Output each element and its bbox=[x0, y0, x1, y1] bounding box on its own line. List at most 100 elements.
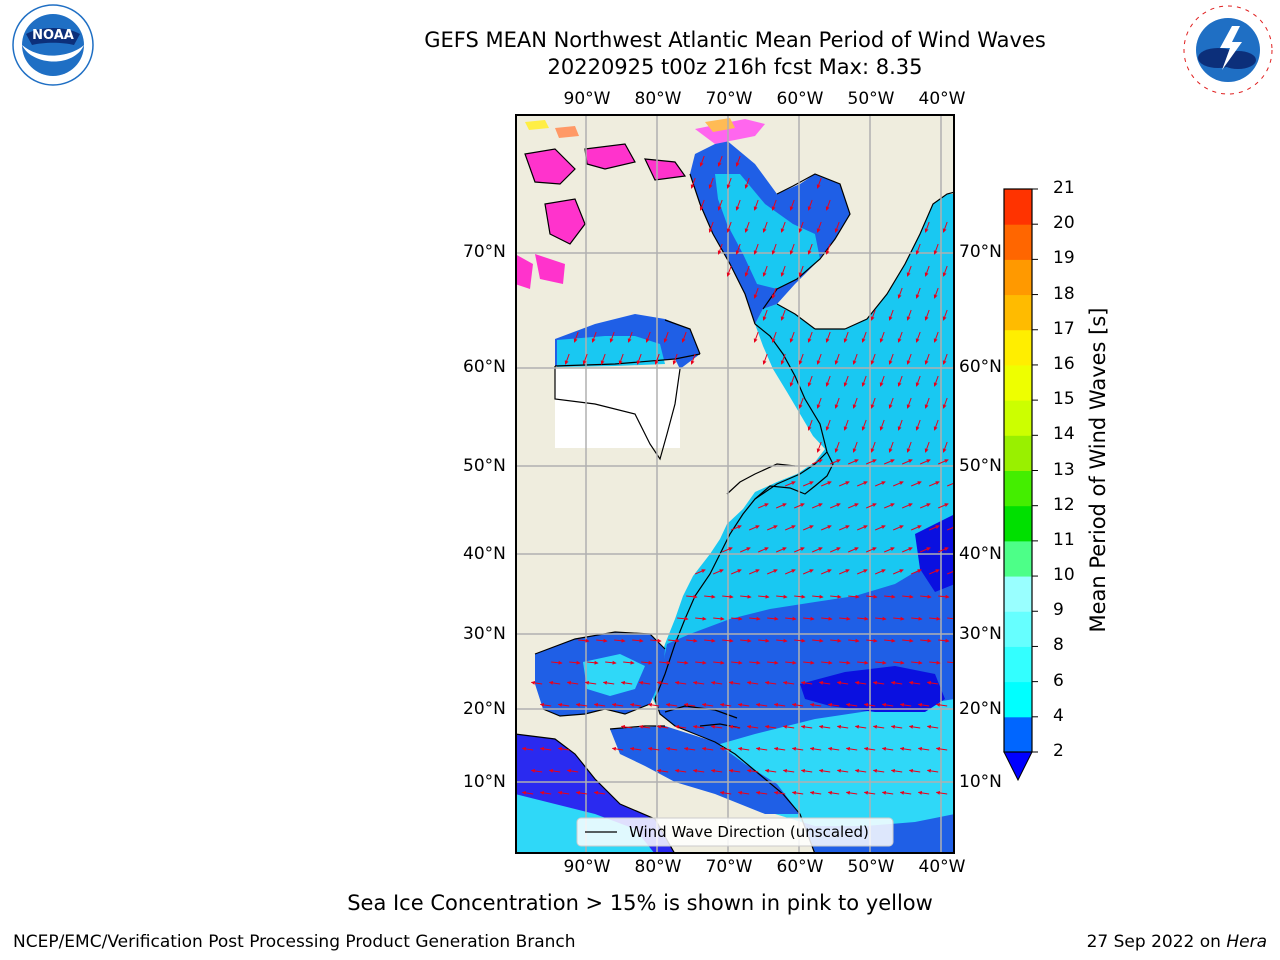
wind-wave-arrow bbox=[802, 525, 814, 531]
wind-wave-arrow bbox=[755, 790, 768, 795]
lon-label-bottom-70w: 70°W bbox=[705, 857, 753, 877]
wind-wave-arrow bbox=[818, 724, 831, 729]
wind-wave-arrow bbox=[803, 660, 815, 665]
colorbar-tick-label: 18 bbox=[1053, 283, 1075, 304]
colorbar-tick-label: 6 bbox=[1053, 670, 1064, 691]
wind-wave-arrow bbox=[861, 419, 867, 431]
wind-wave-arrow bbox=[728, 680, 741, 685]
wind-wave-arrow bbox=[825, 375, 831, 387]
lon-label-top-90w: 90°W bbox=[563, 89, 611, 109]
wind-wave-arrow bbox=[785, 660, 797, 665]
wind-wave-arrow bbox=[820, 525, 832, 531]
wind-wave-arrow bbox=[893, 660, 905, 665]
wind-wave-arrow bbox=[737, 702, 750, 707]
wind-wave-arrow bbox=[566, 768, 579, 773]
wind-wave-arrow bbox=[901, 503, 913, 509]
wind-wave-arrow bbox=[800, 724, 813, 729]
wind-wave-arrow bbox=[872, 768, 885, 773]
wind-wave-arrow bbox=[915, 331, 921, 343]
wind-wave-arrow bbox=[791, 790, 804, 795]
footer-host: Hera bbox=[1226, 932, 1267, 952]
wind-wave-arrow bbox=[897, 331, 903, 343]
colorbar-under-triangle bbox=[1003, 751, 1033, 782]
wind-wave-arrow bbox=[888, 441, 894, 453]
wind-wave-arrow bbox=[668, 638, 680, 643]
wind-wave-arrow bbox=[890, 680, 903, 685]
wind-wave-arrow bbox=[717, 155, 723, 167]
wind-wave-arrow bbox=[911, 660, 923, 665]
wind-wave-arrow bbox=[731, 616, 743, 621]
wind-wave-arrow bbox=[722, 638, 734, 643]
wind-wave-arrow bbox=[780, 221, 786, 233]
wind-wave-arrow bbox=[578, 638, 590, 643]
wind-wave-arrow bbox=[933, 243, 939, 255]
wind-wave-arrow bbox=[798, 221, 804, 233]
wind-wave-arrow bbox=[816, 221, 822, 233]
wind-wave-arrow bbox=[749, 616, 761, 621]
wind-wave-arrow bbox=[843, 331, 849, 343]
wind-wave-arrow bbox=[911, 616, 923, 621]
wind-wave-arrow bbox=[838, 569, 850, 575]
wind-wave-arrow bbox=[758, 638, 770, 643]
wind-wave-arrow bbox=[722, 594, 734, 599]
wind-wave-arrow bbox=[548, 768, 561, 773]
wind-wave-arrow bbox=[681, 331, 687, 343]
wind-wave-arrow bbox=[582, 353, 588, 365]
lon-label-bottom-90w: 90°W bbox=[563, 857, 611, 877]
wind-wave-arrow bbox=[836, 680, 849, 685]
wind-wave-arrow bbox=[816, 397, 822, 409]
wind-wave-arrow bbox=[852, 353, 858, 365]
wind-wave-arrow bbox=[942, 221, 948, 233]
wind-wave-arrow bbox=[910, 569, 922, 575]
wind-wave-arrow bbox=[762, 353, 768, 365]
wind-wave-arrow bbox=[726, 221, 732, 233]
lat-label-right-30n: 30°N bbox=[959, 624, 1002, 644]
wind-wave-arrow bbox=[557, 702, 570, 707]
wind-wave-arrow bbox=[782, 724, 795, 729]
wind-wave-arrow bbox=[632, 638, 644, 643]
wind-wave-arrow bbox=[834, 221, 840, 233]
wind-wave-arrow bbox=[879, 419, 885, 431]
ocean-dark-core bbox=[800, 666, 945, 712]
wind-wave-arrow bbox=[843, 375, 849, 387]
wind-wave-arrow bbox=[818, 768, 831, 773]
lon-label-bottom-80w: 80°W bbox=[634, 857, 682, 877]
wind-wave-arrow bbox=[807, 419, 813, 431]
wind-wave-arrow bbox=[638, 724, 651, 729]
wind-wave-arrow bbox=[784, 569, 796, 575]
wind-wave-arrow bbox=[818, 680, 831, 685]
colorbar-segment bbox=[1004, 189, 1032, 225]
wind-wave-arrow bbox=[611, 702, 624, 707]
wind-wave-arrow bbox=[874, 481, 886, 487]
wind-wave-arrow bbox=[942, 441, 948, 453]
wind-wave-arrow bbox=[611, 746, 624, 751]
wind-wave-arrow bbox=[636, 353, 642, 365]
wind-wave-arrow bbox=[764, 768, 777, 773]
wind-wave-arrow bbox=[816, 441, 822, 453]
wind-wave-arrow bbox=[847, 503, 859, 509]
wind-wave-arrow bbox=[699, 199, 705, 211]
wind-wave-arrow bbox=[933, 287, 939, 299]
wind-wave-arrow bbox=[800, 768, 813, 773]
wind-wave-arrow bbox=[854, 724, 867, 729]
wind-wave-arrow bbox=[739, 547, 751, 553]
colorbar-segment bbox=[1004, 329, 1032, 366]
wind-wave-arrow bbox=[793, 503, 805, 509]
colorbar-tick-label: 11 bbox=[1053, 529, 1075, 550]
wind-wave-arrow bbox=[924, 309, 930, 321]
wind-wave-arrow bbox=[551, 660, 563, 665]
wind-wave-arrow bbox=[884, 594, 896, 599]
wind-wave-arrow bbox=[748, 569, 760, 575]
wind-wave-arrow bbox=[710, 724, 723, 729]
wind-wave-arrow bbox=[798, 397, 804, 409]
wind-wave-arrow bbox=[825, 243, 831, 255]
wind-wave-arrow bbox=[744, 265, 750, 277]
wind-wave-arrow bbox=[748, 525, 760, 531]
wind-wave-arrow bbox=[704, 594, 716, 599]
wind-wave-arrow bbox=[665, 746, 678, 751]
colorbar-segment bbox=[1004, 294, 1032, 331]
wind-wave-arrow bbox=[947, 661, 953, 664]
lat-label-right-50n: 50°N bbox=[959, 456, 1002, 476]
wind-wave-arrow bbox=[897, 375, 903, 387]
wind-wave-arrow bbox=[892, 569, 904, 575]
